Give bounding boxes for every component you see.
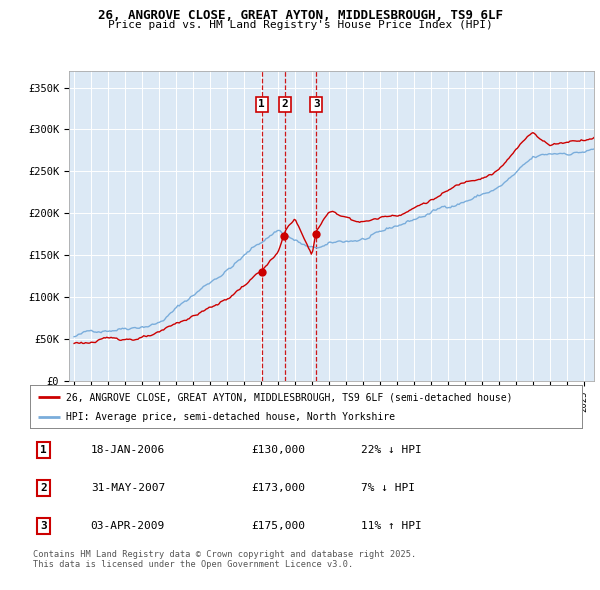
- Text: 3: 3: [313, 99, 320, 109]
- Text: £175,000: £175,000: [251, 521, 305, 531]
- Text: £173,000: £173,000: [251, 483, 305, 493]
- Text: 11% ↑ HPI: 11% ↑ HPI: [361, 521, 422, 531]
- Text: 1: 1: [40, 445, 47, 455]
- Text: 1: 1: [258, 99, 265, 109]
- Text: 3: 3: [40, 521, 47, 531]
- Text: Contains HM Land Registry data © Crown copyright and database right 2025.
This d: Contains HM Land Registry data © Crown c…: [33, 550, 416, 569]
- Text: 22% ↓ HPI: 22% ↓ HPI: [361, 445, 422, 455]
- Text: 2: 2: [281, 99, 289, 109]
- Text: 26, ANGROVE CLOSE, GREAT AYTON, MIDDLESBROUGH, TS9 6LF: 26, ANGROVE CLOSE, GREAT AYTON, MIDDLESB…: [97, 9, 503, 22]
- Text: 7% ↓ HPI: 7% ↓ HPI: [361, 483, 415, 493]
- Text: Price paid vs. HM Land Registry's House Price Index (HPI): Price paid vs. HM Land Registry's House …: [107, 20, 493, 30]
- Text: 31-MAY-2007: 31-MAY-2007: [91, 483, 165, 493]
- Text: HPI: Average price, semi-detached house, North Yorkshire: HPI: Average price, semi-detached house,…: [66, 412, 395, 422]
- Text: 18-JAN-2006: 18-JAN-2006: [91, 445, 165, 455]
- Text: 26, ANGROVE CLOSE, GREAT AYTON, MIDDLESBROUGH, TS9 6LF (semi-detached house): 26, ANGROVE CLOSE, GREAT AYTON, MIDDLESB…: [66, 392, 512, 402]
- Text: 03-APR-2009: 03-APR-2009: [91, 521, 165, 531]
- Text: 2: 2: [40, 483, 47, 493]
- Text: £130,000: £130,000: [251, 445, 305, 455]
